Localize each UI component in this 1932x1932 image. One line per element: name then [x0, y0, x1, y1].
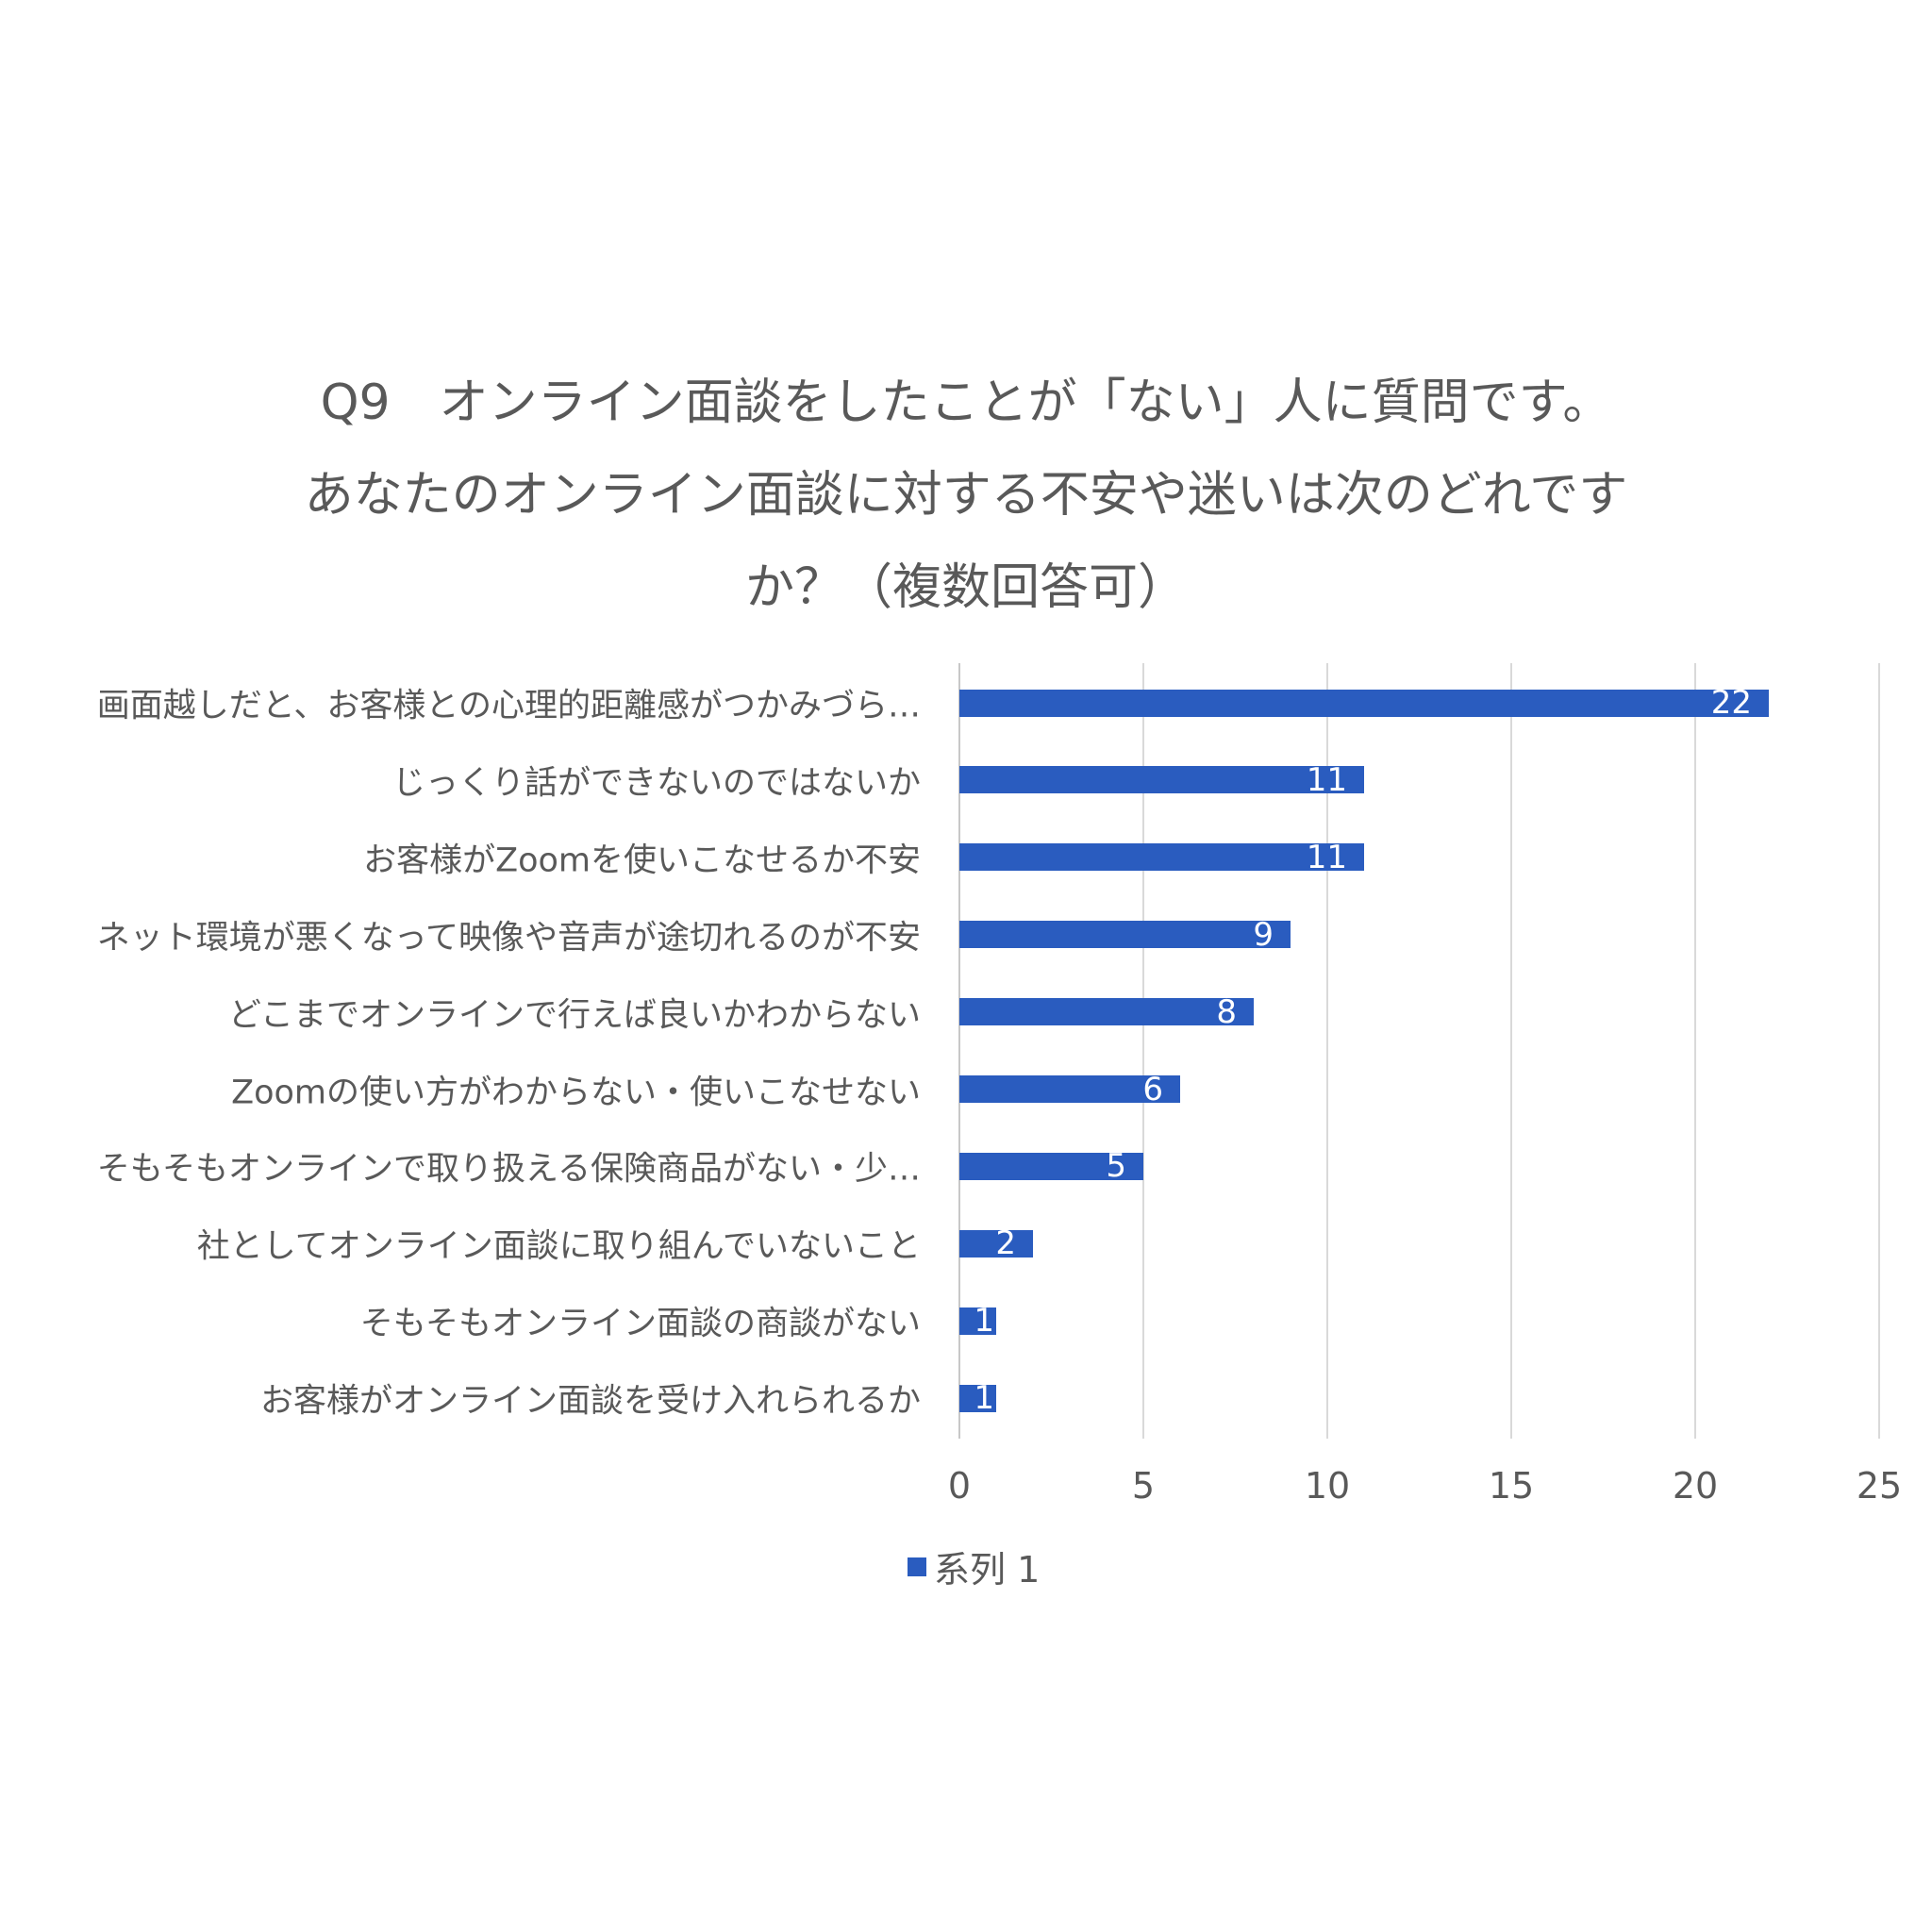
chart-title-line-1: Q9 オンライン面談をしたことが「ない」人に質問です。: [320, 375, 1612, 431]
x-tick-label: 0: [947, 1465, 972, 1507]
data-label: 1: [974, 1302, 994, 1341]
bar: 11: [959, 838, 1364, 876]
legend: 系列 1: [908, 1541, 1040, 1592]
x-tick-label: 20: [1672, 1465, 1719, 1507]
data-label: 5: [1106, 1147, 1126, 1186]
bar: 6: [959, 1070, 1180, 1108]
data-label: 8: [1216, 992, 1237, 1031]
x-tick-label: 25: [1856, 1465, 1903, 1507]
data-label: 6: [1142, 1070, 1163, 1108]
category-label: お客様がZoomを使いこなせるか不安: [363, 841, 921, 880]
category-label: 社としてオンライン面談に取り組んでいないこと: [196, 1227, 921, 1266]
category-label: Zoomの使い方がわからない・使いこなせない: [231, 1074, 921, 1111]
x-tick-label: 15: [1488, 1465, 1535, 1507]
x-tick-label: 10: [1304, 1465, 1351, 1507]
bar: 2: [959, 1224, 1033, 1263]
bar: 22: [959, 684, 1769, 722]
chart-title: Q9 オンライン面談をしたことが「ない」人に質問です。 あなたのオンライン面談に…: [0, 357, 1932, 634]
gridline-5: [1142, 663, 1144, 1439]
gridline-25: [1878, 663, 1880, 1439]
category-label: じっくり話ができないのではないか: [391, 764, 921, 803]
bar: 1: [959, 1379, 996, 1418]
category-label: そもそもオンライン面談の商談がない: [359, 1305, 921, 1343]
gridline-20: [1694, 663, 1696, 1439]
gridline-15: [1510, 663, 1512, 1439]
data-label: 1: [974, 1379, 994, 1418]
data-label: 22: [1710, 684, 1752, 722]
category-label: ネット環境が悪くなって映像や音声が途切れるのが不安: [96, 919, 921, 958]
plot-area: [958, 663, 1880, 1439]
legend-swatch-icon: [908, 1557, 926, 1576]
legend-label: 系列 1: [934, 1549, 1041, 1591]
category-label: どこまでオンラインで行えば良いかわからない: [228, 996, 921, 1035]
bar: 8: [959, 992, 1254, 1031]
gridline-10: [1326, 663, 1328, 1439]
chart-title-line-3: か？（複数回答可）: [744, 559, 1187, 616]
y-axis-line: [958, 663, 960, 1439]
data-label: 11: [1306, 838, 1347, 876]
data-label: 11: [1306, 760, 1347, 799]
category-label: そもそもオンラインで取り扱える保険商品がない・少…: [96, 1150, 921, 1189]
chart-title-line-2: あなたのオンライン面談に対する不安や迷いは次のどれです: [304, 467, 1628, 524]
category-label: 画面越しだと、お客様との心理的距離感がつかみづら…: [96, 687, 921, 725]
x-tick-label: 5: [1131, 1465, 1156, 1507]
bar: 1: [959, 1302, 996, 1341]
bar: 11: [959, 760, 1364, 799]
bar: 9: [959, 915, 1291, 954]
bar: 5: [959, 1147, 1143, 1186]
data-label: 9: [1253, 915, 1274, 954]
category-label: お客様がオンライン面談を受け入れられるか: [259, 1382, 921, 1421]
data-label: 2: [995, 1224, 1016, 1263]
